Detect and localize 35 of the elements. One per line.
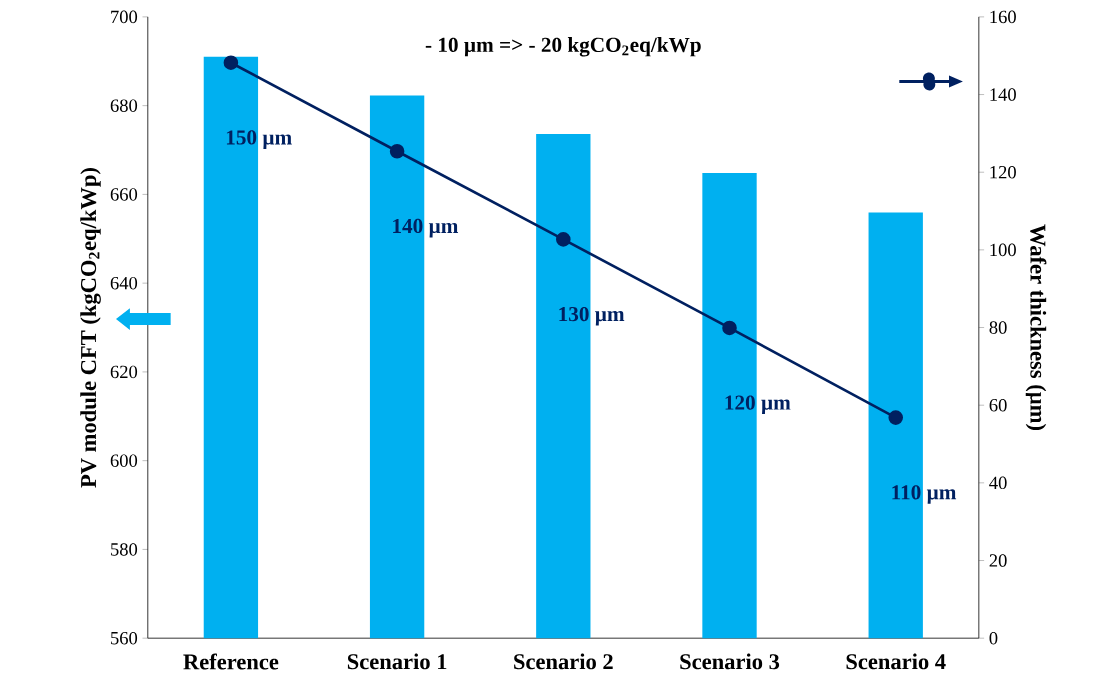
y-tick-label: 600 <box>110 454 138 467</box>
annotation: 120 µm <box>725 395 791 415</box>
y2-tick-label: 40 <box>989 476 1007 490</box>
point <box>556 232 571 247</box>
y-tick-label: 700 <box>111 10 138 24</box>
y2-tick-label: 140 <box>990 88 1016 101</box>
annotation: 140 µm <box>393 218 459 238</box>
y2-tick-label: 100 <box>990 243 1016 257</box>
point <box>888 410 904 425</box>
y-axis-title: PV module CFT (kgCO$_{2}$eq/kWp) <box>80 168 101 488</box>
y2-tick-label: 160 <box>990 10 1016 24</box>
y2-tick-label: 0 <box>989 631 998 645</box>
annotation: 150 µm <box>226 130 292 149</box>
point <box>389 144 405 159</box>
y-tick-label: 680 <box>110 99 138 112</box>
y2-axis-title: Wafer thickness (µm) <box>1025 224 1047 431</box>
x-tick-label: Scenario 2 <box>514 653 613 670</box>
point <box>722 320 737 336</box>
x-tick-label: Reference <box>183 653 279 670</box>
annotation: 130 µm <box>559 307 625 326</box>
y-tick-label: 580 <box>111 543 138 556</box>
x-tick-label: Scenario 4 <box>846 653 946 670</box>
y2-tick-label: 60 <box>989 398 1007 412</box>
y-tick-label: 660 <box>110 188 138 201</box>
y-tick-label: 640 <box>110 276 138 290</box>
x-tick-label: Scenario 1 <box>347 653 447 670</box>
y-tick-label: 560 <box>111 631 138 645</box>
y2-tick-label: 120 <box>990 166 1016 179</box>
annotation: - 10 µm => - 20 kgCO$_{2}$eq/kWp <box>425 37 701 57</box>
point <box>223 55 239 71</box>
annotation: 110 µm <box>892 485 957 504</box>
x-tick-label: Scenario 3 <box>680 653 780 670</box>
y-tick-label: 620 <box>110 365 138 379</box>
y2-tick-label: 20 <box>989 554 1007 567</box>
y2-tick-label: 80 <box>989 321 1007 334</box>
